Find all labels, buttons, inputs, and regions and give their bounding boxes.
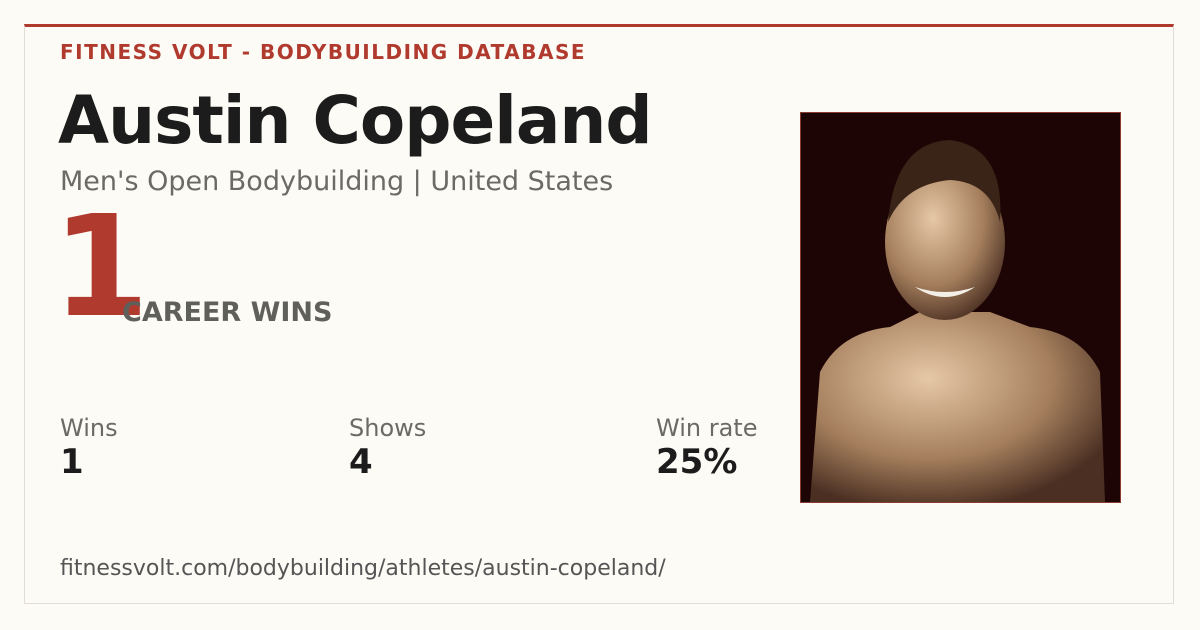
url: fitnessvolt.com/bodybuilding/athletes/au…	[60, 556, 666, 581]
athlete-photo	[800, 112, 1121, 503]
brand: FITNESS VOLT - BODYBUILDING DATABASE	[60, 40, 587, 64]
stat-value: 4	[349, 442, 373, 482]
stat-label: Wins	[60, 414, 118, 442]
stat-value: 1	[60, 442, 84, 482]
stat-label: Shows	[349, 414, 427, 442]
stat-label: Win rate	[656, 414, 758, 442]
stat-value: 25%	[656, 442, 738, 482]
highlight-label: CAREER WINS	[122, 297, 333, 328]
subtitle: Men's Open Bodybuilding | United States	[60, 166, 614, 197]
card	[24, 24, 1174, 604]
highlight-number: 1	[52, 186, 150, 349]
athlete-name: Austin Copeland	[58, 82, 653, 159]
